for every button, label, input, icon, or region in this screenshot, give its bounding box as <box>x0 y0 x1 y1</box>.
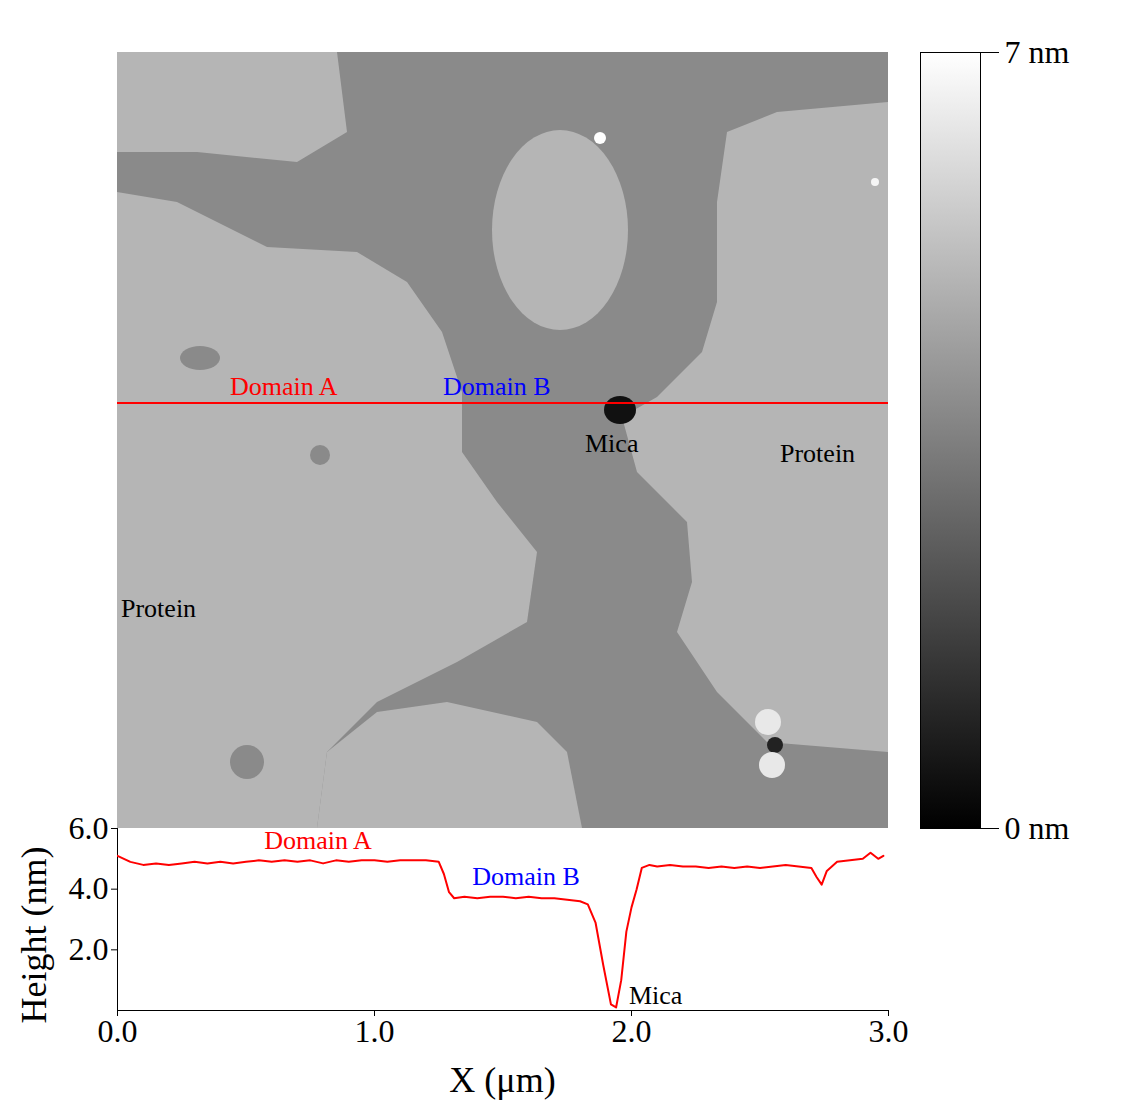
svg-text:Protein: Protein <box>780 439 855 468</box>
svg-text:Domain A: Domain A <box>264 826 372 855</box>
svg-text:Domain B: Domain B <box>443 372 551 401</box>
svg-text:Domain A: Domain A <box>230 372 338 401</box>
svg-text:0 nm: 0 nm <box>1005 810 1070 846</box>
html-text:X (μm): X (μm) <box>449 1060 556 1100</box>
svg-text:1.0: 1.0 <box>355 1013 395 1049</box>
svg-text:7 nm: 7 nm <box>1005 34 1070 70</box>
svg-text:3.0: 3.0 <box>869 1013 909 1049</box>
svg-text:4.0: 4.0 <box>69 870 109 906</box>
svg-text:0.0: 0.0 <box>98 1013 138 1049</box>
svg-text:Protein: Protein <box>121 594 196 623</box>
svg-text:6.0: 6.0 <box>69 810 109 846</box>
svg-text:Mica: Mica <box>629 981 683 1010</box>
svg-text:Mica: Mica <box>585 429 639 458</box>
svg-text:Domain B: Domain B <box>472 862 580 891</box>
svg-text:2.0: 2.0 <box>69 931 109 967</box>
html-text:Height (nm): Height (nm) <box>14 846 54 1024</box>
svg-text:2.0: 2.0 <box>612 1013 652 1049</box>
